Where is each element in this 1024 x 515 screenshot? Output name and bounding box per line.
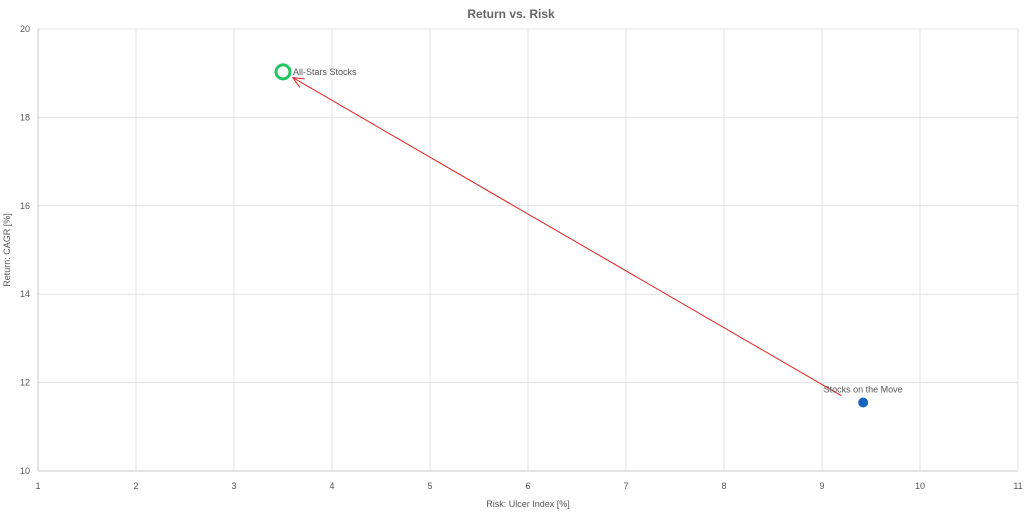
grid	[38, 28, 1019, 471]
y-axis-title: Return: CAGR [%]	[2, 213, 12, 287]
point-label: Stocks on the Move	[824, 384, 903, 394]
x-tick-label: 5	[427, 481, 432, 491]
y-tick-label: 18	[20, 112, 30, 122]
x-tick-label: 4	[329, 481, 334, 491]
x-axis-title: Risk: Ulcer Index [%]	[486, 499, 570, 509]
x-tick-label: 3	[231, 481, 236, 491]
point-label: All-Stars Stocks	[293, 67, 357, 77]
y-tick-label: 12	[20, 378, 30, 388]
x-tick-label: 11	[1013, 481, 1022, 491]
x-tick-label: 2	[133, 481, 138, 491]
y-tick-label: 14	[20, 289, 30, 299]
y-tick-label: 20	[20, 24, 30, 34]
x-tick-label: 10	[915, 481, 925, 491]
annotation-layer	[291, 77, 842, 397]
y-tick-label: 16	[20, 201, 30, 211]
data-points: All-Stars Stocks Stocks on the Move	[274, 63, 903, 408]
arrow-head	[291, 77, 305, 88]
y-tick-label: 10	[20, 466, 30, 476]
data-point[interactable]	[274, 63, 292, 81]
data-point[interactable]	[858, 397, 869, 408]
x-tick-label: 6	[525, 481, 530, 491]
x-tick-label: 8	[721, 481, 726, 491]
arrow-line	[292, 77, 842, 397]
x-tick-label: 9	[819, 481, 824, 491]
x-tick-label: 7	[623, 481, 628, 491]
x-tick-label: 1	[35, 481, 40, 491]
chart-title: Return vs. Risk	[467, 7, 555, 21]
